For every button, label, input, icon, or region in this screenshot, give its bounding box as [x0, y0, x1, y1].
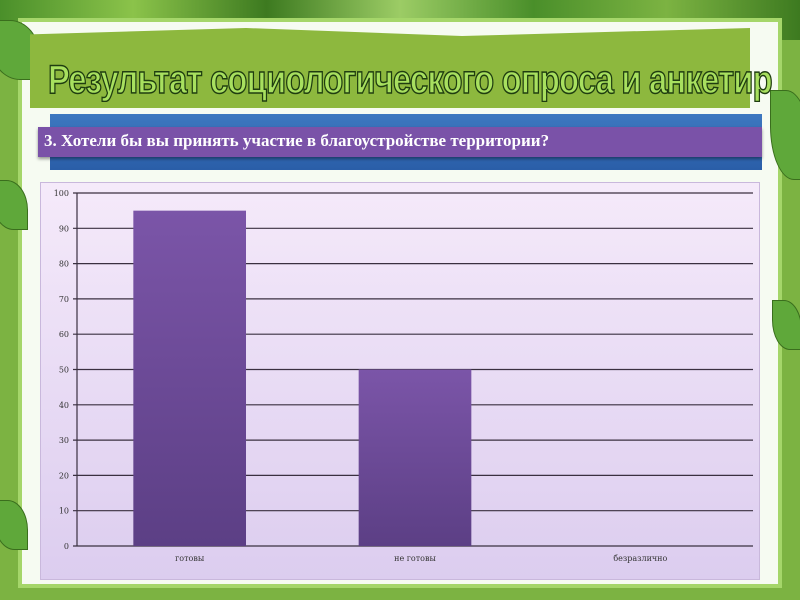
bar-1	[358, 369, 472, 546]
y-tick-label: 30	[59, 436, 69, 445]
x-tick-label: безразлично	[613, 554, 667, 563]
bar-chart: 0 10 20 30 40 50 60 70 80 90 100 готовы не готовы без…	[40, 182, 760, 580]
y-tick-label: 10	[59, 507, 69, 516]
y-tick-label: 90	[59, 224, 69, 233]
y-tick-label: 80	[59, 260, 69, 269]
y-tick-label: 50	[59, 366, 69, 375]
title-banner	[30, 28, 750, 108]
slide-title: Результат социологического опроса и анке…	[47, 57, 773, 103]
bar-0	[133, 210, 246, 546]
chart-svg: 0 10 20 30 40 50 60 70 80 90 100 готовы не готовы без…	[54, 189, 753, 563]
y-tick-label: 60	[59, 330, 69, 339]
x-tick-label: не готовы	[394, 554, 436, 563]
y-tick-label: 100	[54, 189, 69, 198]
question-label: 3. Хотели бы вы принять участие в благоу…	[38, 127, 762, 157]
y-tick-label: 0	[64, 542, 69, 551]
leaf-decoration	[772, 300, 800, 350]
y-tick-label: 40	[59, 401, 69, 410]
y-tick-label: 20	[59, 471, 69, 480]
y-tick-label: 70	[59, 295, 69, 304]
x-tick-label: готовы	[175, 554, 205, 563]
